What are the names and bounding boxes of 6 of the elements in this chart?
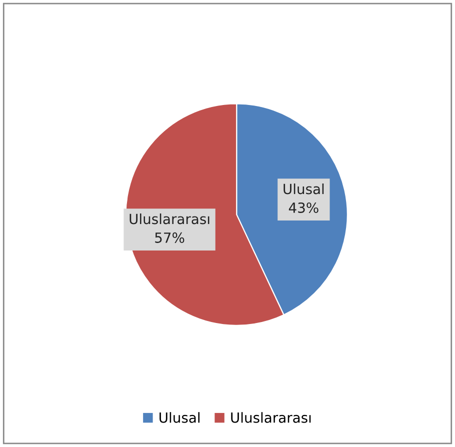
legend-label: Uluslararası [231, 412, 311, 423]
data-label: 57% [155, 232, 184, 243]
legend-label: Ulusal [160, 412, 200, 423]
slice-label: Ulusal [284, 183, 324, 194]
slice-label: Uluslararası [130, 213, 210, 224]
data-label: 43% [288, 202, 318, 213]
